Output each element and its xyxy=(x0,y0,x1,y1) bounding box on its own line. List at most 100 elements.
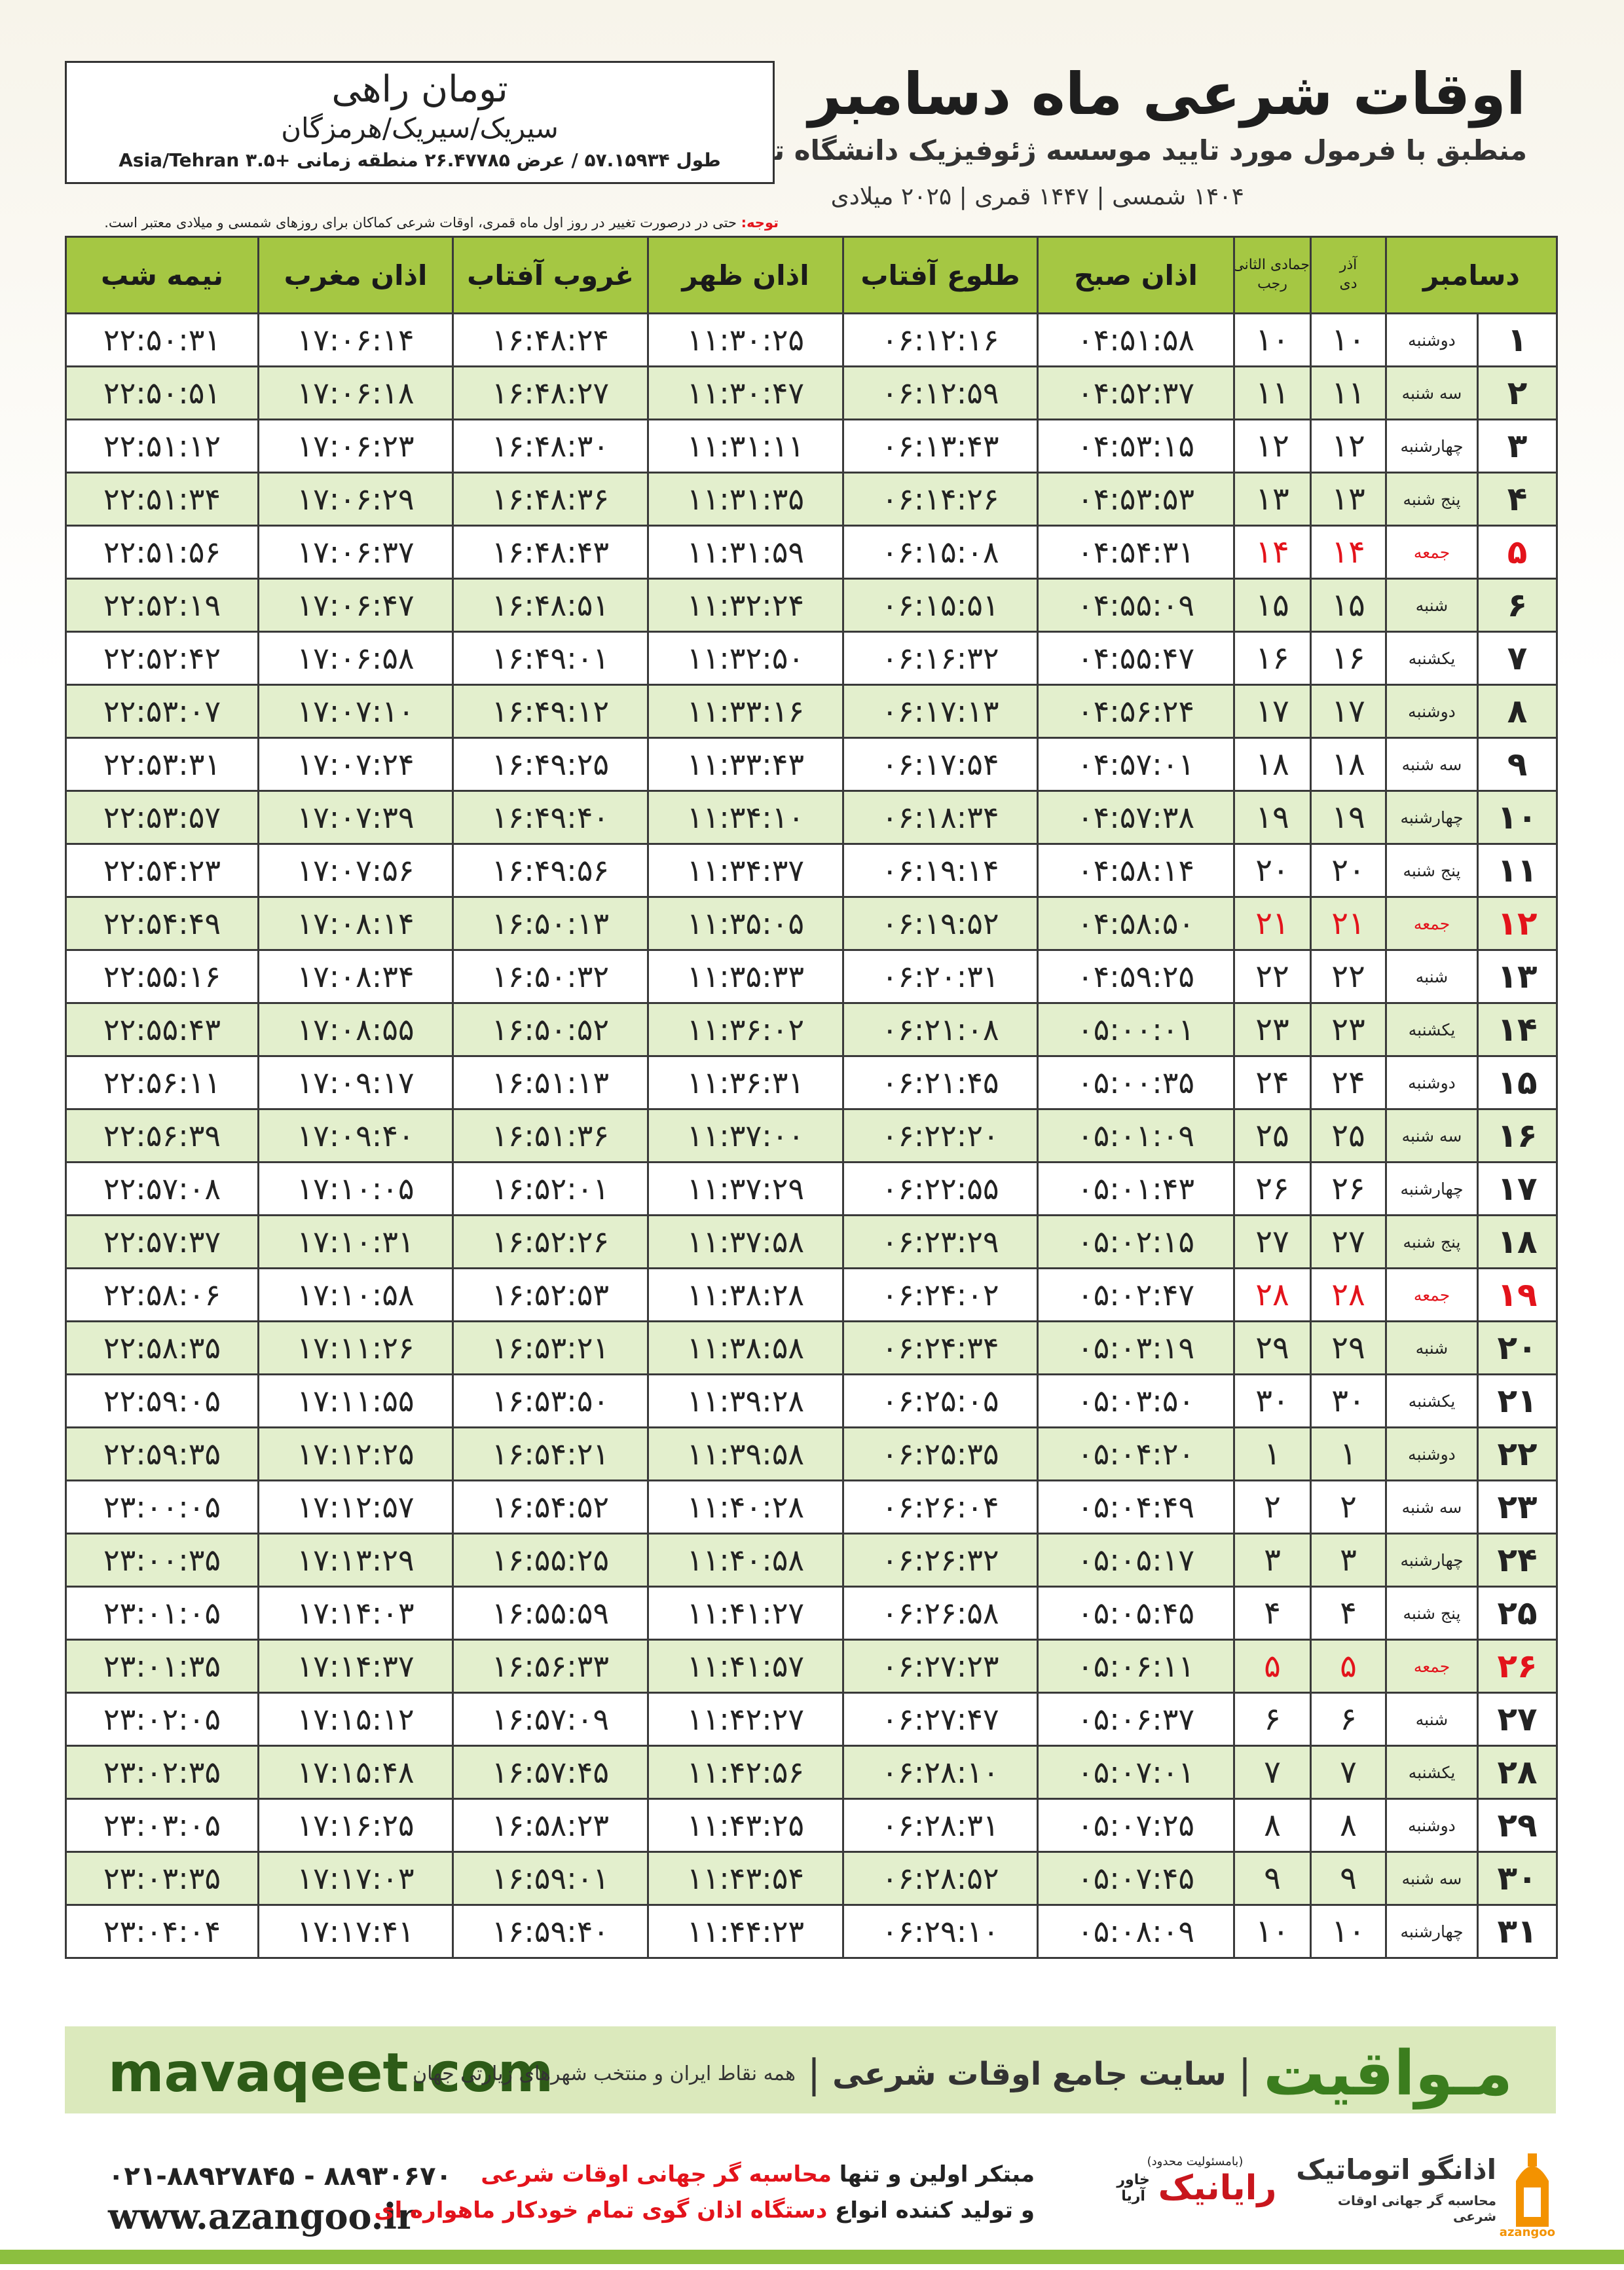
time-cell: ۰۶:۲۸:۳۱ xyxy=(842,1798,1039,1853)
time-cell: ۱۷:۱۳:۲۹ xyxy=(257,1533,454,1588)
time-cell: ۱۷:۱۵:۱۲ xyxy=(257,1692,454,1747)
promo-text: مبتکر اولین و تنها xyxy=(839,2161,1035,2187)
time-cell: ۱۶:۵۹:۰۱ xyxy=(452,1851,649,1906)
time-cell: ۱۶:۴۹:۴۰ xyxy=(452,790,649,845)
brand-line: مـواقیت | سایت جامع اوقات شرعی | همه نقا… xyxy=(413,2038,1513,2110)
time-cell: ۱۱:۳۴:۳۷ xyxy=(647,843,844,898)
time-cell: ۲۲:۵۶:۳۹ xyxy=(65,1108,259,1163)
logo-text: خاور آریا xyxy=(1116,2172,1150,2205)
time-cell: ۱۶:۴۸:۴۳ xyxy=(452,525,649,580)
time-cell: ۰۵:۰۱:۴۳ xyxy=(1037,1161,1235,1216)
time-cell: ۱۷:۱۴:۳۷ xyxy=(257,1639,454,1694)
separator: | xyxy=(807,2051,821,2097)
weekday: دوشنبه xyxy=(1385,684,1479,739)
time-cell: ۱۱:۳۱:۱۱ xyxy=(647,419,844,474)
site-url: mavaqeet.com xyxy=(108,2042,554,2104)
time-cell: ۱۷:۰۸:۱۴ xyxy=(257,896,454,951)
time-cell: ۱۷:۰۹:۴۰ xyxy=(257,1108,454,1163)
calendar-day: ۲۰ xyxy=(1310,843,1387,898)
time-cell: ۱۷:۱۰:۳۱ xyxy=(257,1214,454,1269)
table-row: ۱۳ شنبه ۲۲ ۲۲ ۰۴:۵۹:۲۵ ۰۶:۲۰:۳۱ ۱۱:۳۵:۳۳ ۱۶:۵۰:… xyxy=(65,949,1558,1004)
time-cell: ۱۶:۵۴:۵۲ xyxy=(452,1479,649,1535)
calendar-day: ۸ xyxy=(1233,1798,1312,1853)
logo-note: (بامسئولیت محدود) xyxy=(1147,2155,1244,2168)
table-row: ۲۷ شنبه ۶ ۶ ۰۵:۰۶:۳۷ ۰۶:۲۷:۴۷ ۱۱:۴۲:۲۷ ۱۶:۵۷:۰۹… xyxy=(65,1692,1558,1747)
time-cell: ۱۷:۰۶:۲۹ xyxy=(257,472,454,527)
time-cell: ۲۳:۰۲:۳۵ xyxy=(65,1745,259,1800)
calendar-day: ۱۸ xyxy=(1310,737,1387,792)
time-cell: ۰۴:۵۵:۰۹ xyxy=(1037,578,1235,633)
table-row: ۲۳ سه شنبه ۲ ۲ ۰۵:۰۴:۴۹ ۰۶:۲۶:۰۴ ۱۱:۴۰:۲۸ ۱۶:۵۴… xyxy=(65,1479,1558,1535)
note-text: حتی در درصورت تغییر در روز اول ماه قمری،… xyxy=(104,215,737,231)
time-cell: ۱۷:۰۹:۱۷ xyxy=(257,1055,454,1110)
time-cell: ۱۷:۱۱:۲۶ xyxy=(257,1320,454,1375)
time-cell: ۱۶:۴۹:۵۶ xyxy=(452,843,649,898)
time-cell: ۰۶:۱۳:۴۳ xyxy=(842,419,1039,474)
time-cell: ۱۶:۵۹:۴۰ xyxy=(452,1904,649,1959)
time-cell: ۱۱:۳۲:۵۰ xyxy=(647,631,844,686)
time-cell: ۱۱:۳۷:۵۸ xyxy=(647,1214,844,1269)
day-number: ۱۸ xyxy=(1477,1214,1558,1269)
time-cell: ۱۶:۵۳:۲۱ xyxy=(452,1320,649,1375)
table-row: ۱۰ چهارشنبه ۱۹ ۱۹ ۰۴:۵۷:۳۸ ۰۶:۱۸:۳۴ ۱۱:۳۴:۱۰ ۱۶… xyxy=(65,790,1558,845)
time-cell: ۱۷:۰۷:۳۹ xyxy=(257,790,454,845)
time-cell: ۲۳:۰۱:۰۵ xyxy=(65,1586,259,1641)
table-row: ۲۱ یکشنبه ۳۰ ۳۰ ۰۵:۰۳:۵۰ ۰۶:۲۵:۰۵ ۱۱:۳۹:۲۸ ۱۶:۵… xyxy=(65,1373,1558,1428)
time-cell: ۰۴:۵۹:۲۵ xyxy=(1037,949,1235,1004)
time-cell: ۰۴:۵۴:۳۱ xyxy=(1037,525,1235,580)
day-number: ۲۰ xyxy=(1477,1320,1558,1375)
time-cell: ۱۱:۳۸:۵۸ xyxy=(647,1320,844,1375)
calendar-day: ۵ xyxy=(1233,1639,1312,1694)
calendar-day: ۲۸ xyxy=(1233,1267,1312,1322)
promo-line: مبتکر اولین و تنها محاسبه گر جهانی اوقات… xyxy=(481,2161,1035,2187)
weekday: سه شنبه xyxy=(1385,737,1479,792)
time-cell: ۱۶:۵۷:۰۹ xyxy=(452,1692,649,1747)
calendar-day: ۱۲ xyxy=(1233,419,1312,474)
weekday: دوشنبه xyxy=(1385,1055,1479,1110)
table-row: ۲ سه شنبه ۱۱ ۱۱ ۰۴:۵۲:۳۷ ۰۶:۱۲:۵۹ ۱۱:۳۰:۴۷ ۱۶:۴… xyxy=(65,365,1558,420)
calendar-day: ۹ xyxy=(1310,1851,1387,1906)
day-number: ۲ xyxy=(1477,365,1558,420)
time-cell: ۱۶:۵۸:۲۳ xyxy=(452,1798,649,1853)
weekday: دوشنبه xyxy=(1385,1426,1479,1481)
time-cell: ۱۱:۳۲:۲۴ xyxy=(647,578,844,633)
table-row: ۹ سه شنبه ۱۸ ۱۸ ۰۴:۵۷:۰۱ ۰۶:۱۷:۵۴ ۱۱:۳۳:۴۳ ۱۶:۴… xyxy=(65,737,1558,792)
calendar-day: ۱۸ xyxy=(1233,737,1312,792)
time-cell: ۲۳:۰۲:۰۵ xyxy=(65,1692,259,1747)
table-row: ۱۹ جمعه ۲۸ ۲۸ ۰۵:۰۲:۴۷ ۰۶:۲۴:۰۲ ۱۱:۳۸:۲۸ ۱۶:۵۲:… xyxy=(65,1267,1558,1322)
time-cell: ۰۶:۲۷:۴۷ xyxy=(842,1692,1039,1747)
time-cell: ۲۳:۰۳:۰۵ xyxy=(65,1798,259,1853)
time-cell: ۲۲:۵۶:۱۱ xyxy=(65,1055,259,1110)
table-row: ۱۴ یکشنبه ۲۳ ۲۳ ۰۵:۰۰:۰۱ ۰۶:۲۱:۰۸ ۱۱:۳۶:۰۲ ۱۶:۵… xyxy=(65,1002,1558,1057)
calendar-day: ۹ xyxy=(1233,1851,1312,1906)
time-cell: ۲۲:۵۱:۱۲ xyxy=(65,419,259,474)
time-cell: ۲۲:۵۲:۱۹ xyxy=(65,578,259,633)
coverage: همه نقاط ایران و منتخب شهرهای زیارتی جها… xyxy=(413,2062,796,2085)
weekday: یکشنبه xyxy=(1385,1745,1479,1800)
time-cell: ۱۶:۵۲:۵۳ xyxy=(452,1267,649,1322)
time-cell: ۰۶:۱۲:۱۶ xyxy=(842,312,1039,367)
time-cell: ۰۶:۲۵:۳۵ xyxy=(842,1426,1039,1481)
table-row: ۸ دوشنبه ۱۷ ۱۷ ۰۴:۵۶:۲۴ ۰۶:۱۷:۱۳ ۱۱:۳۳:۱۶ ۱۶:۴۹… xyxy=(65,684,1558,739)
weekday: چهارشنبه xyxy=(1385,790,1479,845)
calendar-day: ۲ xyxy=(1310,1479,1387,1535)
note: توجه: حتی در درصورت تغییر در روز اول ماه… xyxy=(65,215,779,231)
calendar-day: ۶ xyxy=(1233,1692,1312,1747)
day-number: ۱۶ xyxy=(1477,1108,1558,1163)
time-cell: ۱۷:۰۶:۵۸ xyxy=(257,631,454,686)
calendar-day: ۱۱ xyxy=(1233,365,1312,420)
table-row: ۱۸ پنج شنبه ۲۷ ۲۷ ۰۵:۰۲:۱۵ ۰۶:۲۳:۲۹ ۱۱:۳۷:۵۸ ۱۶… xyxy=(65,1214,1558,1269)
time-cell: ۰۵:۰۷:۲۵ xyxy=(1037,1798,1235,1853)
calendar-day: ۲۹ xyxy=(1310,1320,1387,1375)
table-row: ۷ یکشنبه ۱۶ ۱۶ ۰۴:۵۵:۴۷ ۰۶:۱۶:۳۲ ۱۱:۳۲:۵۰ ۱۶:۴۹… xyxy=(65,631,1558,686)
time-cell: ۱۶:۵۰:۱۳ xyxy=(452,896,649,951)
time-cell: ۲۲:۵۰:۵۱ xyxy=(65,365,259,420)
time-cell: ۱۷:۰۷:۵۶ xyxy=(257,843,454,898)
time-cell: ۱۷:۰۸:۵۵ xyxy=(257,1002,454,1057)
calendar-day: ۸ xyxy=(1310,1798,1387,1853)
calendar-day: ۱۰ xyxy=(1233,1904,1312,1959)
header-bottom: دی xyxy=(1339,276,1357,292)
calendar-day: ۳۰ xyxy=(1310,1373,1387,1428)
time-cell: ۱۱:۳۸:۲۸ xyxy=(647,1267,844,1322)
logo-text: محاسبه گر جهانی اوقات شرعی xyxy=(1337,2193,1496,2224)
